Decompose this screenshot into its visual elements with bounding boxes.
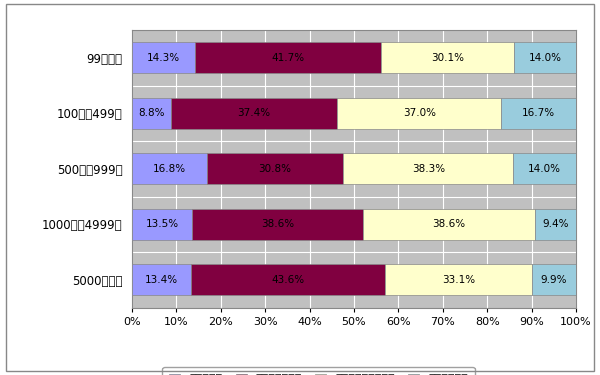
Bar — [514, 42, 577, 73]
Text: 30.8%: 30.8% — [259, 164, 292, 174]
Bar — [502, 98, 575, 129]
Text: 33.1%: 33.1% — [442, 275, 475, 285]
Bar — [191, 264, 385, 295]
Bar — [192, 209, 364, 240]
Text: 8.8%: 8.8% — [138, 108, 165, 118]
Bar — [132, 42, 196, 73]
Bar — [206, 153, 343, 184]
Text: 14.3%: 14.3% — [147, 53, 181, 63]
Bar — [514, 153, 575, 184]
Bar — [337, 98, 502, 129]
Bar — [132, 209, 192, 240]
Text: 38.3%: 38.3% — [412, 164, 445, 174]
Text: 9.4%: 9.4% — [542, 219, 569, 229]
Bar — [364, 209, 535, 240]
Bar — [132, 98, 171, 129]
Text: 30.1%: 30.1% — [431, 53, 464, 63]
Text: 13.4%: 13.4% — [145, 275, 178, 285]
Text: 37.0%: 37.0% — [403, 108, 436, 118]
Text: 14.0%: 14.0% — [529, 53, 562, 63]
Bar — [171, 98, 337, 129]
Legend: 感じている, やや感じている, あまり感じていない, 感じていない: 感じている, やや感じている, あまり感じていない, 感じていない — [163, 367, 475, 375]
Bar — [532, 264, 576, 295]
Text: 9.9%: 9.9% — [541, 275, 567, 285]
Text: 16.8%: 16.8% — [153, 164, 186, 174]
Text: 38.6%: 38.6% — [261, 219, 294, 229]
Bar — [132, 264, 191, 295]
Bar — [132, 153, 206, 184]
Text: 13.5%: 13.5% — [145, 219, 179, 229]
Text: 14.0%: 14.0% — [528, 164, 561, 174]
Bar — [196, 42, 380, 73]
Bar — [385, 264, 532, 295]
Bar — [380, 42, 514, 73]
Text: 43.6%: 43.6% — [272, 275, 305, 285]
Text: 41.7%: 41.7% — [272, 53, 305, 63]
Bar — [535, 209, 577, 240]
Bar — [343, 153, 514, 184]
Text: 16.7%: 16.7% — [522, 108, 555, 118]
Text: 38.6%: 38.6% — [433, 219, 466, 229]
Text: 37.4%: 37.4% — [238, 108, 271, 118]
